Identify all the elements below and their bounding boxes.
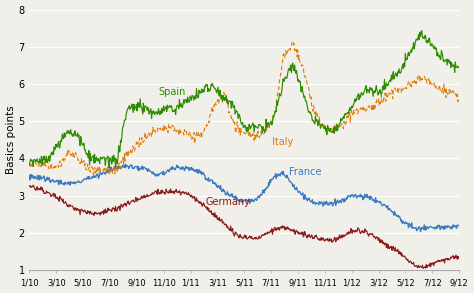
Text: Spain: Spain (158, 87, 186, 97)
Text: France: France (290, 167, 322, 177)
Text: Italy: Italy (272, 137, 293, 147)
Text: Germany: Germany (206, 197, 250, 207)
Y-axis label: Basics points: Basics points (6, 105, 16, 174)
